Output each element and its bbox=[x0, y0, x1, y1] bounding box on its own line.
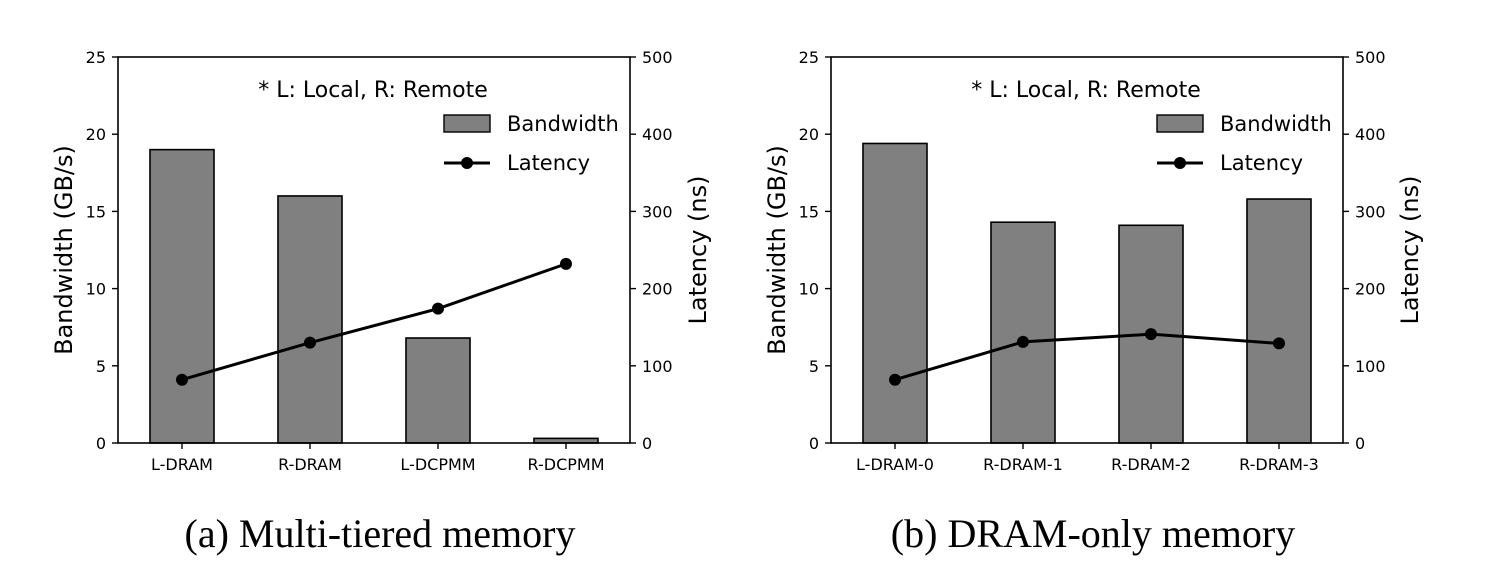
y-right-tick-label: 300 bbox=[1355, 202, 1386, 221]
legend-marker-latency bbox=[1174, 157, 1186, 169]
legend-label-latency: Latency bbox=[1220, 151, 1303, 175]
legend-swatch-bandwidth bbox=[1156, 114, 1204, 133]
latency-point-l-dram-0 bbox=[889, 373, 901, 386]
legend-label-bandwidth: Bandwidth bbox=[507, 112, 619, 136]
x-tick-label: L-DCPMM bbox=[400, 455, 475, 474]
legend-marker-latency bbox=[461, 157, 473, 169]
y-tick-label: 20 bbox=[799, 125, 819, 144]
y-right-tick-label: 400 bbox=[642, 125, 673, 144]
y-right-tick-label: 100 bbox=[642, 357, 673, 376]
bar-r-dram-1 bbox=[990, 221, 1056, 444]
y-right-tick-label: 0 bbox=[1355, 434, 1365, 453]
panel-caption: (b) DRAM-only memory bbox=[891, 511, 1295, 556]
bar-l-dram-0 bbox=[862, 142, 928, 444]
x-tick-label: R-DRAM-3 bbox=[1239, 455, 1319, 474]
legend-label-latency: Latency bbox=[507, 151, 590, 175]
y-tick-label: 0 bbox=[809, 434, 819, 453]
x-tick-label: R-DCPMM bbox=[528, 455, 605, 474]
panel-caption: (a) Multi-tiered memory bbox=[185, 511, 576, 556]
y-tick-label: 15 bbox=[799, 202, 819, 221]
y-tick-label: 5 bbox=[809, 357, 819, 376]
y-right-tick-label: 500 bbox=[1355, 48, 1386, 67]
bar-r-dram bbox=[277, 195, 343, 444]
y-right-tick-label: 300 bbox=[642, 202, 673, 221]
y-right-tick-label: 100 bbox=[1355, 357, 1386, 376]
chart-panel-2: 0 5 10 15 20 25 0 100 200 300 400 500 L-DRAM-0 R-DRAM… bbox=[763, 48, 1424, 556]
annotation-text: * L: Local, R: Remote bbox=[971, 78, 1201, 103]
bar-l-dcpmm bbox=[405, 337, 471, 444]
y-tick-label: 15 bbox=[86, 202, 106, 221]
plot-frame bbox=[117, 56, 631, 444]
y-axis-label: Bandwidth (GB/s) bbox=[50, 145, 78, 355]
y-right-axis-label: Latency (ns) bbox=[684, 176, 712, 325]
plot-frame bbox=[830, 56, 1344, 444]
y-right-tick-label: 200 bbox=[642, 280, 673, 299]
latency-line bbox=[894, 332, 1280, 382]
legend-label-bandwidth: Bandwidth bbox=[1220, 112, 1332, 136]
latency-point-r-dram-3 bbox=[1273, 337, 1285, 350]
y-tick-label: 5 bbox=[96, 357, 106, 376]
x-tick-label: R-DRAM-1 bbox=[983, 455, 1063, 474]
latency-point-r-dram-2 bbox=[1145, 328, 1157, 341]
bar-l-dram bbox=[149, 148, 215, 444]
x-tick-label: L-DRAM-0 bbox=[856, 455, 934, 474]
bar-r-dram-3 bbox=[1246, 198, 1312, 444]
x-tick-label: R-DRAM-2 bbox=[1111, 455, 1191, 474]
x-tick-label: L-DRAM bbox=[151, 455, 213, 474]
y-right-axis-label: Latency (ns) bbox=[1396, 176, 1424, 325]
y-axis-label: Bandwidth (GB/s) bbox=[763, 145, 791, 355]
x-tick-label: R-DRAM bbox=[278, 455, 342, 474]
latency-point-r-dcpmm bbox=[560, 257, 572, 270]
y-tick-label: 10 bbox=[86, 280, 106, 299]
y-tick-label: 10 bbox=[799, 280, 819, 299]
chart-panel-1: 0 5 10 15 20 25 0 100 200 300 400 500 L-DRAM R-DRAM L-… bbox=[50, 48, 712, 556]
y-right-tick-label: 0 bbox=[642, 434, 652, 453]
y-tick-label: 20 bbox=[86, 125, 106, 144]
annotation-text: * L: Local, R: Remote bbox=[258, 78, 488, 103]
y-tick-label: 0 bbox=[96, 434, 106, 453]
y-tick-label: 25 bbox=[799, 48, 819, 67]
y-right-tick-label: 500 bbox=[642, 48, 673, 67]
y-right-tick-label: 400 bbox=[1355, 125, 1386, 144]
legend: Bandwidth Latency bbox=[1156, 112, 1332, 175]
latency-point-r-dram bbox=[304, 336, 316, 349]
legend-swatch-bandwidth bbox=[443, 114, 491, 133]
latency-line bbox=[181, 262, 567, 382]
legend: Bandwidth Latency bbox=[443, 112, 619, 175]
y-right-tick-label: 200 bbox=[1355, 280, 1386, 299]
y-tick-label: 25 bbox=[86, 48, 106, 67]
latency-point-l-dcpmm bbox=[432, 302, 444, 315]
latency-point-r-dram-1 bbox=[1017, 335, 1029, 348]
latency-point-l-dram bbox=[176, 373, 188, 386]
